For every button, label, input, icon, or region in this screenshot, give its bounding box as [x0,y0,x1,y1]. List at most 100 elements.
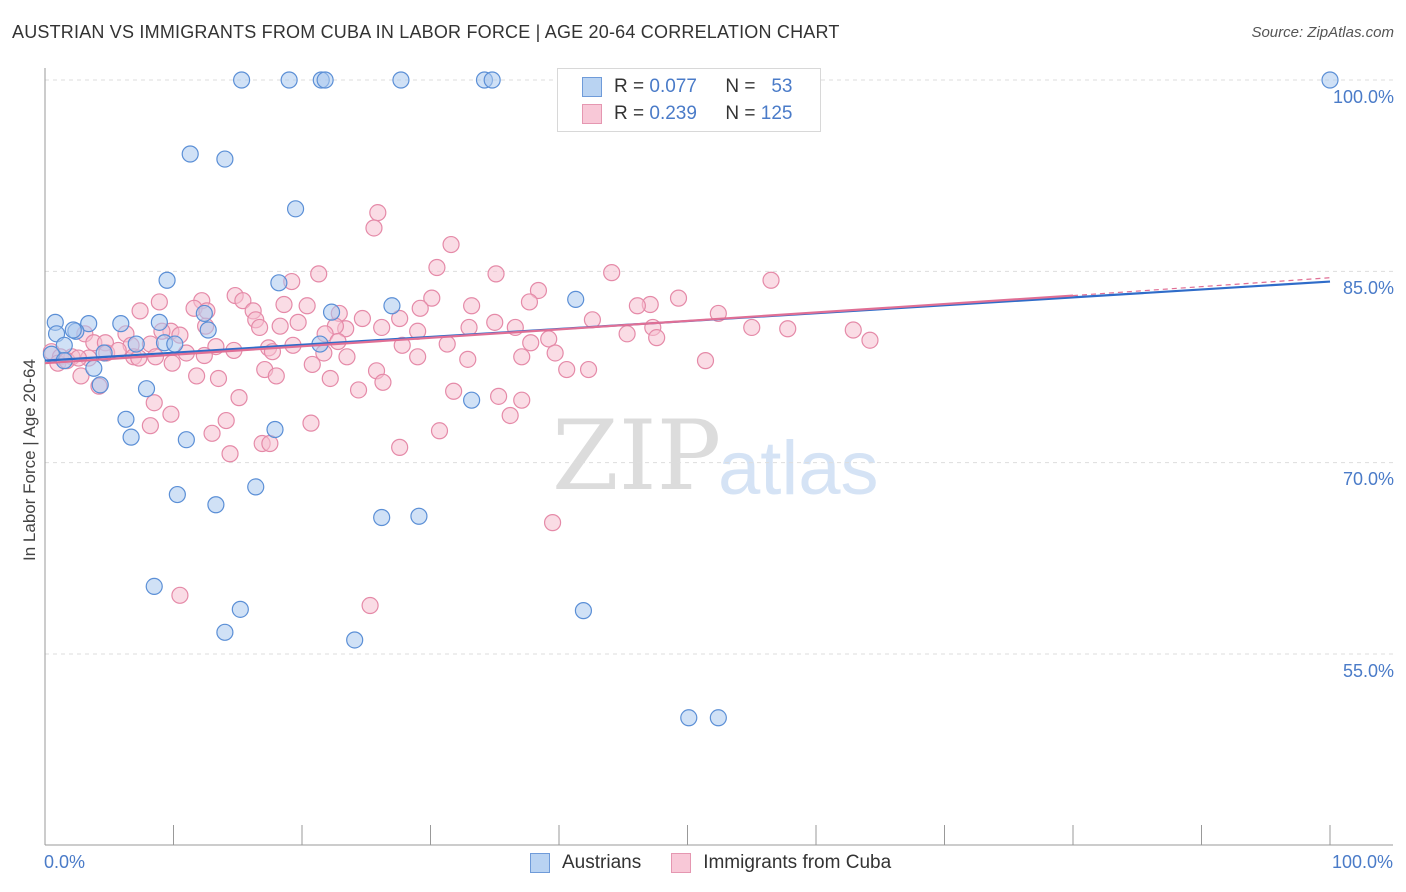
cuba-point [579,360,598,379]
watermark-atlas: atlas [718,426,879,511]
cuba-point [501,406,519,425]
austrians-point [216,623,234,641]
austrians-point [567,290,585,308]
r-label: R = [614,76,645,97]
austrians-point [168,485,186,504]
cuba-point [513,391,531,409]
austrians-point [373,508,391,527]
austrians-point [127,335,145,353]
cuba-point [361,596,379,615]
austrians-point [80,315,98,333]
cuba-point [298,297,316,315]
cuba-point [558,360,576,379]
correlation-legend: R = 0.077 N = 53 R = 0.239 N = 125 [557,68,821,132]
cuba-point [267,367,285,385]
austrians-point [392,71,410,89]
n-label: N = [725,76,756,97]
cuba-point [393,336,411,354]
cuba-point [230,389,248,407]
cuba-point [486,313,504,331]
austrians-point [150,313,168,331]
cuba-point [844,321,862,339]
cuba-point [743,318,761,337]
cuba-point [603,264,621,282]
cuba-point [696,352,715,370]
cuba-point [709,304,727,323]
cuba-point [543,514,562,532]
cuba-point [442,235,460,254]
legend-label-austrians: Austrians [562,852,642,873]
r-value: 0.077 [649,76,697,97]
y-tick-label: 85.0% [1342,278,1394,298]
cuba-point [131,302,149,320]
austrians-point [383,297,401,315]
austrians-point [112,315,130,333]
x-tick-label: 0.0% [44,852,86,872]
austrians-point [247,478,265,496]
austrians-point [177,431,195,449]
austrians-point [166,335,184,353]
cuba-point [369,204,387,222]
austrians-point [85,359,103,377]
cuba-point [460,318,478,337]
cuba-point [373,318,391,337]
cuba-point [275,295,293,314]
n-value: 53 [771,76,793,97]
austrians-point [286,200,305,218]
cuba-point [141,417,159,435]
cuba-point [150,293,168,311]
watermark-zip: ZIP [552,400,722,512]
austrians-point [207,496,225,514]
austrians-point [346,631,364,649]
y-tick-label: 55.0% [1342,661,1394,681]
cuba-point [374,373,392,391]
legend-label-cuba: Immigrants from Cuba [703,852,892,873]
cuba-trend-extension [1072,277,1331,297]
austrians-point [463,391,481,409]
austrians-point [483,71,501,89]
n-label: N = [725,103,756,124]
cuba-point [513,348,531,366]
n-value: 125 [760,103,793,124]
cuba-point [209,369,228,388]
cuba-point [303,355,321,374]
cuba-swatch-icon [582,104,602,124]
austrians-swatch-icon [582,77,602,97]
austrians-point [195,304,213,323]
cuba-point [411,299,429,317]
cuba-point [338,348,356,366]
austrians-point [158,271,176,289]
austrians-point [574,602,593,620]
cuba-point [779,320,797,338]
y-tick-label: 70.0% [1342,469,1394,489]
r-label: R = [614,103,645,124]
cuba-point [188,367,206,385]
cuba-point [428,258,446,277]
cuba-point [546,344,564,362]
cuba-point [762,271,780,289]
austrians-point [316,71,334,89]
cuba-point [250,318,269,337]
cuba-point [321,369,339,388]
cuba-point [463,297,481,315]
austrians-point [233,71,251,89]
austrians-point [199,321,217,339]
cuba-point [353,309,371,328]
austrians-point [1321,71,1339,89]
cuba-point [302,414,320,432]
austrians-point [91,376,109,394]
cuba-point [487,265,505,283]
cuba-point [459,350,477,368]
cuba-point [310,265,328,283]
cuba-point [522,334,540,352]
cuba-point [162,405,180,423]
cuba-trend-line [44,294,1074,365]
cuba-point [72,367,90,385]
cuba-point [365,219,383,237]
cuba-point [409,348,427,366]
cuba-point [861,331,879,349]
cuba-point [221,445,239,463]
austrians-legend-swatch-icon [530,853,550,873]
cuba-point [648,329,666,347]
